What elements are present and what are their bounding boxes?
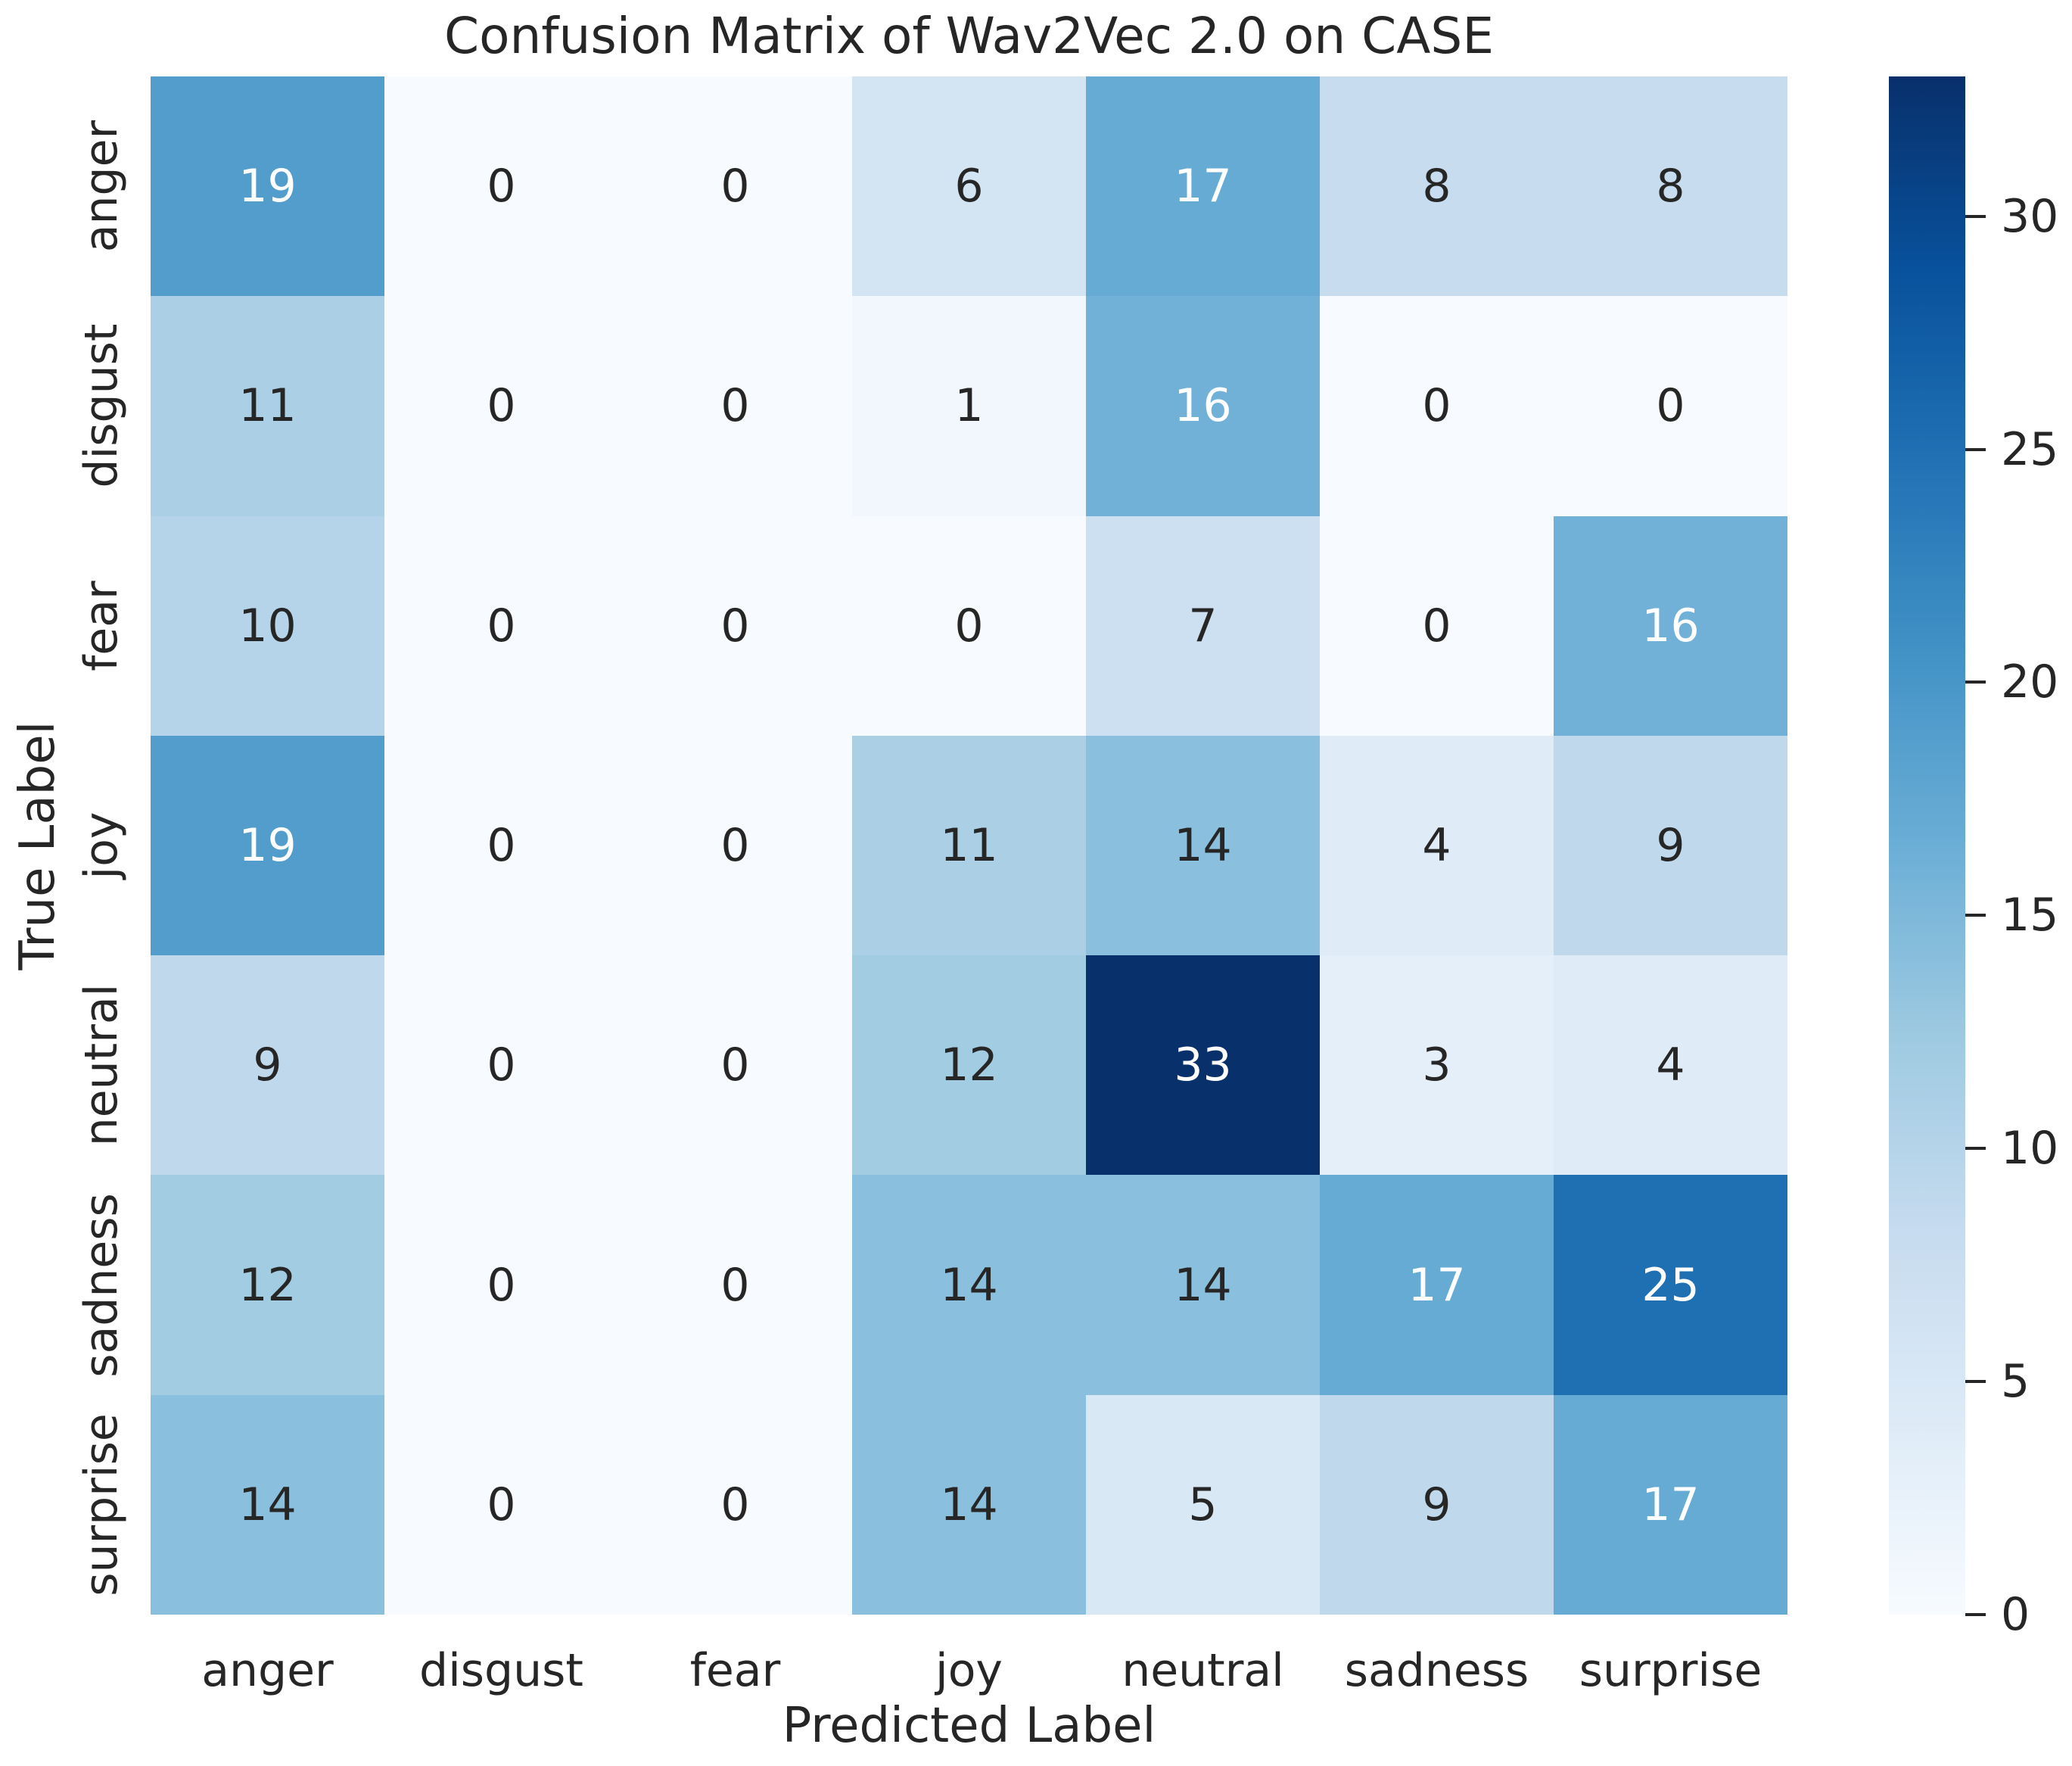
heatmap-cell-neutral-neutral: 33	[1086, 955, 1320, 1176]
heatmap-cell-sadness-disgust: 0	[384, 1175, 618, 1395]
x-tick-label-anger: anger	[201, 1644, 334, 1697]
colorbar-tick-label-20: 20	[2001, 656, 2059, 709]
x-axis-label: Predicted Label	[782, 1698, 1156, 1754]
heatmap-cell-disgust-neutral: 16	[1086, 296, 1320, 516]
colorbar-gradient	[1889, 76, 1965, 1615]
heatmap-cell-neutral-sadness: 3	[1320, 955, 1554, 1176]
x-tick-label-neutral: neutral	[1122, 1644, 1284, 1697]
x-tick-label-disgust: disgust	[419, 1644, 583, 1697]
heatmap-cell-anger-joy: 6	[852, 76, 1086, 297]
heatmap-cell-anger-neutral: 17	[1086, 76, 1320, 297]
heatmap-cell-disgust-disgust: 0	[384, 296, 618, 516]
y-tick-label-neutral: neutral	[75, 983, 128, 1147]
y-tick-label-disgust: disgust	[75, 323, 128, 488]
heatmap-cell-surprise-neutral: 5	[1086, 1394, 1320, 1615]
heatmap-cell-anger-anger: 19	[151, 76, 384, 297]
heatmap-cell-fear-surprise: 16	[1554, 515, 1787, 736]
colorbar-tick-label-0: 0	[2001, 1588, 2030, 1641]
heatmap-cell-surprise-disgust: 0	[384, 1394, 618, 1615]
heatmap-cell-joy-sadness: 4	[1320, 735, 1554, 956]
heatmap-cell-anger-disgust: 0	[384, 76, 618, 297]
heatmap-cell-sadness-surprise: 25	[1554, 1175, 1787, 1395]
heatmap-cell-fear-sadness: 0	[1320, 515, 1554, 736]
heatmap-cell-joy-neutral: 14	[1086, 735, 1320, 956]
x-tick-label-joy: joy	[935, 1644, 1003, 1697]
colorbar-tick-label-5: 5	[2001, 1355, 2030, 1409]
colorbar-tickmark-25	[1965, 447, 1986, 451]
heatmap-cell-sadness-anger: 12	[151, 1175, 384, 1395]
heatmap-cell-fear-disgust: 0	[384, 515, 618, 736]
x-tick-label-surprise: surprise	[1579, 1644, 1762, 1697]
y-tick-label-fear: fear	[75, 580, 128, 671]
heatmap-cell-sadness-fear: 0	[618, 1175, 852, 1395]
x-tick-label-fear: fear	[689, 1644, 781, 1697]
heatmap-cell-anger-sadness: 8	[1320, 76, 1554, 297]
colorbar-tick-label-15: 15	[2001, 889, 2059, 942]
heatmap-cell-anger-surprise: 8	[1554, 76, 1787, 297]
heatmap-cell-fear-anger: 10	[151, 515, 384, 736]
heatmap-cell-joy-fear: 0	[618, 735, 852, 956]
heatmap-cell-joy-disgust: 0	[384, 735, 618, 956]
heatmap-cell-fear-neutral: 7	[1086, 515, 1320, 736]
chart-title: Confusion Matrix of Wav2Vec 2.0 on CASE	[443, 7, 1495, 65]
heatmap-cell-anger-fear: 0	[618, 76, 852, 297]
heatmap-cell-sadness-joy: 14	[852, 1175, 1086, 1395]
heatmap-cell-disgust-surprise: 0	[1554, 296, 1787, 516]
colorbar-tick-label-10: 10	[2001, 1122, 2059, 1176]
heatmap-cell-fear-joy: 0	[852, 515, 1086, 736]
colorbar-tickmark-0	[1965, 1613, 1986, 1616]
y-axis-label: True Label	[10, 721, 66, 970]
y-tick-label-anger: anger	[75, 120, 128, 253]
heatmap-cell-surprise-sadness: 9	[1320, 1394, 1554, 1615]
colorbar-tickmark-10	[1965, 1147, 1986, 1151]
heatmap-cell-surprise-fear: 0	[618, 1394, 852, 1615]
colorbar-tickmark-5	[1965, 1380, 1986, 1384]
y-tick-label-surprise: surprise	[75, 1413, 128, 1596]
colorbar-tickmark-15	[1965, 914, 1986, 917]
heatmap-cell-surprise-anger: 14	[151, 1394, 384, 1615]
heatmap-cell-disgust-joy: 1	[852, 296, 1086, 516]
heatmap-cell-surprise-joy: 14	[852, 1394, 1086, 1615]
colorbar-tick-label-25: 25	[2001, 422, 2059, 476]
heatmap-cell-joy-joy: 11	[852, 735, 1086, 956]
heatmap-cell-joy-surprise: 9	[1554, 735, 1787, 956]
heatmap-cell-joy-anger: 19	[151, 735, 384, 956]
heatmap-cell-neutral-fear: 0	[618, 955, 852, 1176]
heatmap-cell-neutral-joy: 12	[852, 955, 1086, 1176]
y-tick-label-joy: joy	[75, 811, 128, 880]
heatmap-cell-surprise-surprise: 17	[1554, 1394, 1787, 1615]
colorbar-tickmark-20	[1965, 681, 1986, 684]
heatmap-cell-neutral-disgust: 0	[384, 955, 618, 1176]
heatmap-cell-neutral-surprise: 4	[1554, 955, 1787, 1176]
x-tick-label-sadness: sadness	[1344, 1644, 1529, 1697]
y-tick-label-sadness: sadness	[75, 1192, 128, 1378]
heatmap-cell-disgust-fear: 0	[618, 296, 852, 516]
heatmap-cell-sadness-sadness: 17	[1320, 1175, 1554, 1395]
heatmap-cell-sadness-neutral: 14	[1086, 1175, 1320, 1395]
heatmap-cell-neutral-anger: 9	[151, 955, 384, 1176]
heatmap-grid: 19 0 0 6 17 8 8 11 0 0 1 16 0 0 10 0 0 0 7 0 16 19 0 0 11 14 4 9 9 0 0…	[151, 76, 1787, 1615]
colorbar-tickmark-30	[1965, 214, 1986, 218]
heatmap-cell-disgust-anger: 11	[151, 296, 384, 516]
heatmap-cell-fear-fear: 0	[618, 515, 852, 736]
colorbar-tick-label-30: 30	[2001, 189, 2059, 243]
heatmap-cell-disgust-sadness: 0	[1320, 296, 1554, 516]
